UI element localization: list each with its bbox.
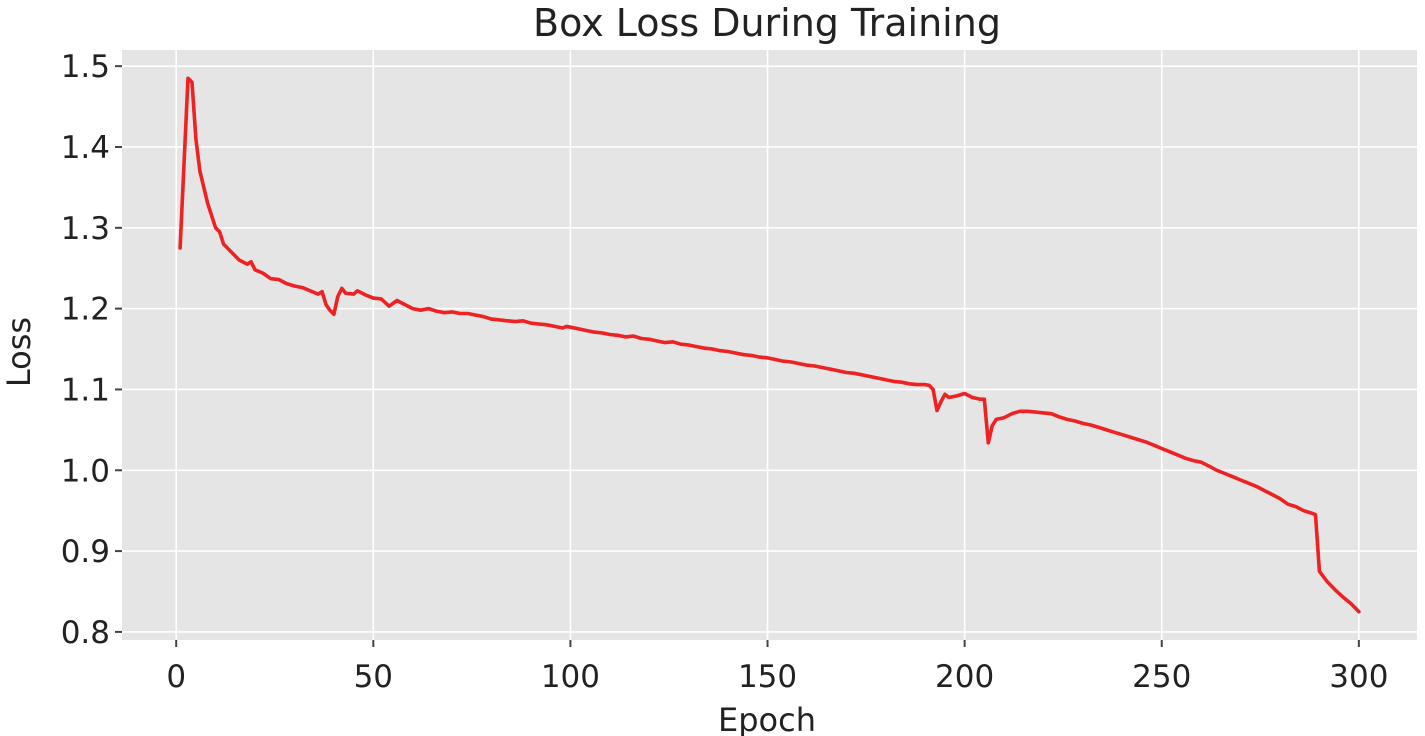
x-tick-label: 300 bbox=[1329, 659, 1388, 695]
axis-ticks: 0 50 100 150 200 250 300 0.8 0.9 1.0 1.1 1.2 1.3 1.4 1… bbox=[61, 49, 1389, 695]
y-tick-label: 1.5 bbox=[61, 49, 110, 85]
x-tick-label: 0 bbox=[166, 659, 186, 695]
series-layer bbox=[178, 76, 1361, 614]
x-axis-label: Epoch bbox=[718, 701, 816, 736]
y-axis-label: Loss bbox=[0, 317, 38, 387]
y-tick-label: 1.2 bbox=[61, 292, 110, 328]
y-tick-label: 1.3 bbox=[61, 211, 110, 247]
x-tick-label: 200 bbox=[935, 659, 994, 695]
x-tick-label: 250 bbox=[1132, 659, 1191, 695]
y-tick-label: 1.4 bbox=[61, 130, 110, 166]
y-tick-label: 1.1 bbox=[61, 372, 110, 408]
y-tick-label: 0.8 bbox=[61, 615, 110, 651]
y-tick-label: 0.9 bbox=[61, 534, 110, 570]
chart-title: Box Loss During Training bbox=[533, 1, 1001, 45]
x-tick-label: 100 bbox=[541, 659, 600, 695]
y-tick-label: 1.0 bbox=[61, 453, 110, 489]
plot-area bbox=[122, 50, 1417, 640]
x-tick-label: 150 bbox=[738, 659, 797, 695]
gridlines bbox=[122, 50, 1417, 640]
loss-series-line bbox=[178, 76, 1361, 614]
x-tick-label: 50 bbox=[354, 659, 393, 695]
